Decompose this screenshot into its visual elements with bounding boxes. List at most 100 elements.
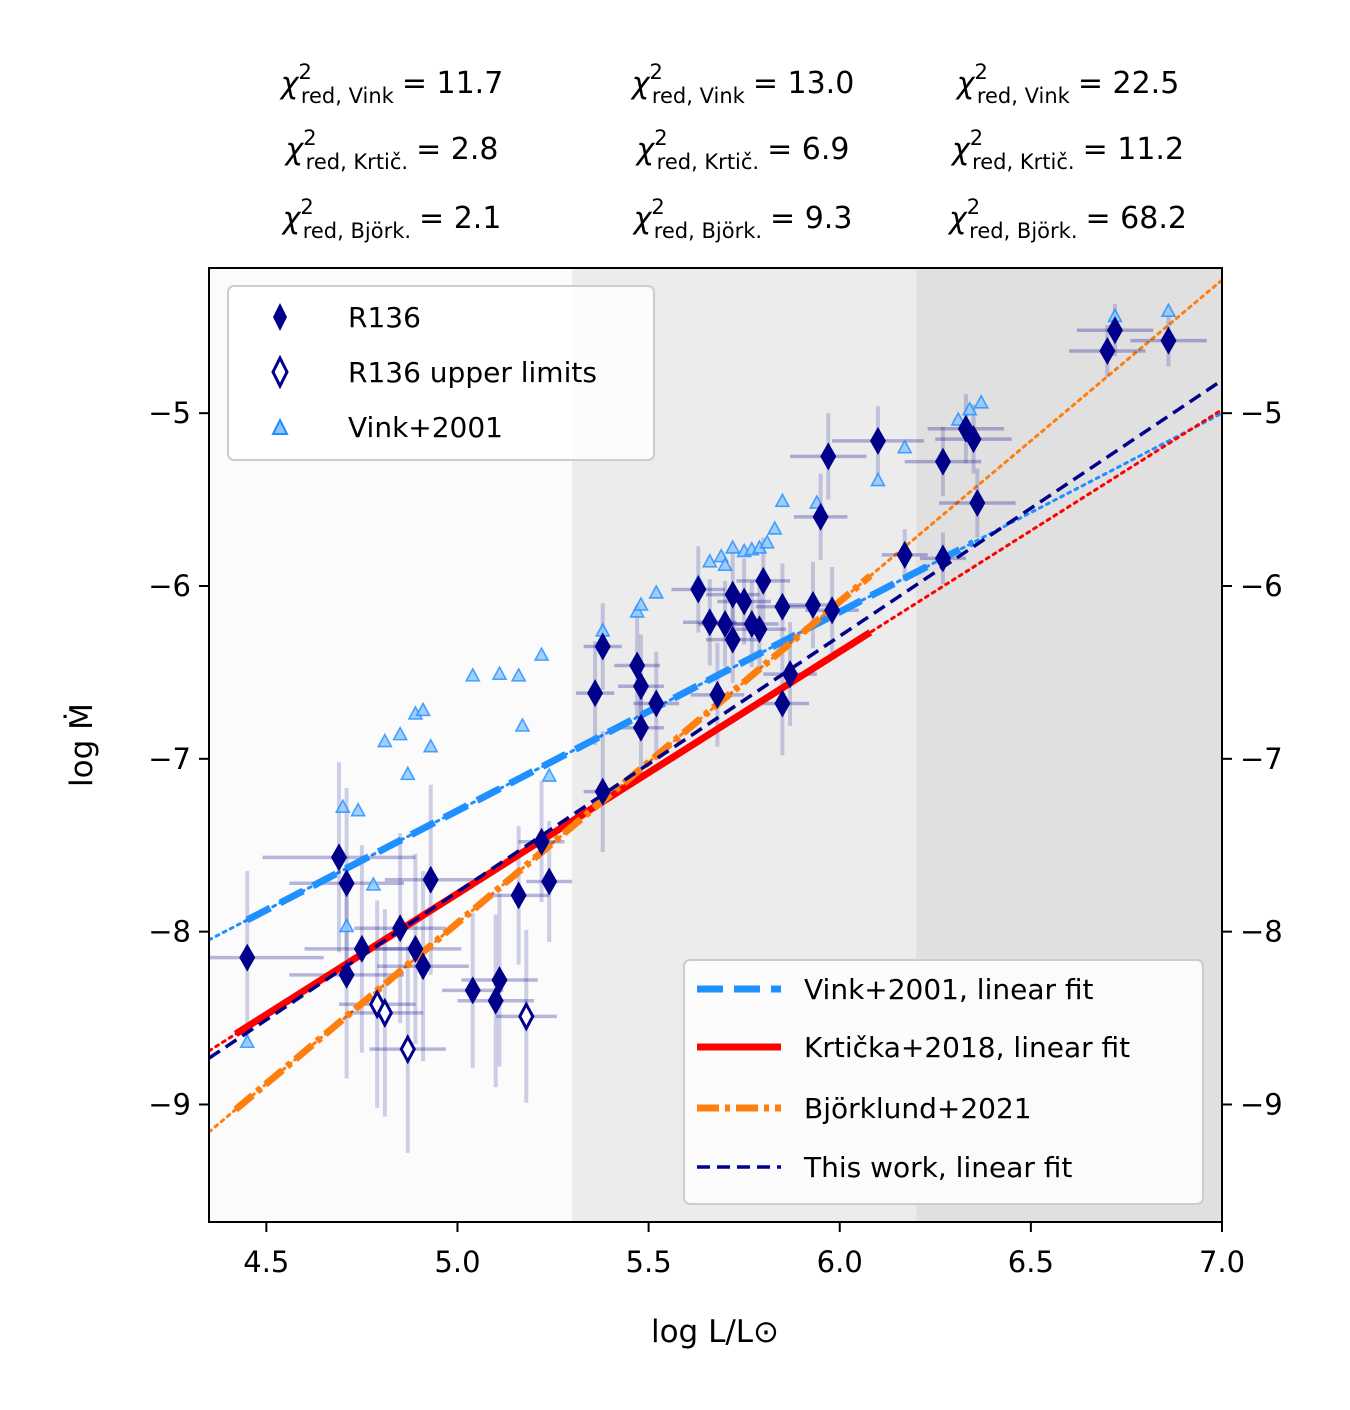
chi-square-2-2: χ2 red, Björk. = 68.2: [947, 195, 1187, 243]
r136-point-10: [487, 986, 504, 1015]
r136-point-23: [701, 608, 718, 637]
vink-point-7: [399, 765, 416, 781]
vink-point-12: [491, 665, 508, 680]
r136-point-37: [820, 442, 837, 471]
r136-point-3: [338, 960, 355, 989]
vink-point-6: [392, 725, 408, 741]
vink-point-2: [338, 917, 355, 933]
r136-point-31: [755, 566, 772, 595]
r136-point-0: [239, 943, 256, 972]
r136-point-41: [934, 447, 951, 476]
r136-point-38: [824, 596, 841, 625]
vink-point-30: [766, 520, 783, 535]
vink-series: [239, 302, 1177, 1049]
fit-line-2: [233, 573, 873, 1113]
r136-point-30: [751, 615, 768, 644]
r136-upper-limit-point-2: [399, 1034, 416, 1065]
chi-square-2-0: χ2 red, Vink = 22.5: [955, 60, 1180, 108]
r136-point-47: [1106, 316, 1123, 345]
r136-point-25: [717, 610, 734, 639]
r136-point-48: [1160, 326, 1177, 355]
vink-point-19: [633, 596, 649, 611]
r136-point-24: [709, 680, 726, 709]
r136-point-1: [330, 843, 347, 872]
r136-point-19: [632, 672, 649, 701]
vink-point-10: [422, 738, 439, 753]
vink-point-25: [724, 539, 741, 554]
fit-extrapolation-2: [209, 278, 1222, 1134]
vink-point-33: [870, 471, 886, 487]
vink-point-3: [350, 801, 366, 817]
r136-point-11: [491, 966, 508, 995]
legend-label-bjorklund: Björklund+2021: [804, 1092, 1032, 1125]
r136-point-28: [736, 587, 753, 616]
vink-point-13: [510, 667, 527, 682]
legend-triangle-icon: [271, 417, 289, 435]
x-tick-label-0: 4.5: [243, 1245, 289, 1279]
r136-point-33: [774, 689, 791, 718]
legend-filled-diamond-icon: [273, 303, 287, 331]
legend-fits: Vink+2001, linear fit Krtička+2018, line…: [683, 959, 1204, 1205]
y-tick-label-right-0: −5: [1240, 396, 1283, 430]
legend-label-vink2001: Vink+2001: [348, 411, 503, 444]
chi-square-statistics: χ2 red, Vink = 11.7 χ2 red, Krtič. = 2.8 χ2 red…: [279, 60, 1187, 243]
legend-label-vink-fit: Vink+2001, linear fit: [804, 973, 1094, 1006]
r136-point-32: [774, 592, 791, 621]
chi-square-1-2: χ2 red, Björk. = 9.3: [632, 195, 853, 243]
chi-square-0-0: χ2 red, Vink = 11.7: [279, 60, 504, 108]
vink-point-4: [365, 876, 382, 891]
r136-point-22: [690, 575, 707, 604]
r136-point-44: [965, 425, 982, 454]
r136-point-9: [464, 976, 481, 1005]
vink-point-29: [759, 534, 775, 549]
chi-square-1-1: χ2 red, Krtič. = 6.9: [635, 126, 850, 174]
y-tick-label-left-4: −9: [148, 1087, 191, 1121]
vink-point-1: [334, 798, 351, 814]
vink-point-36: [961, 401, 978, 416]
r136-point-6: [407, 934, 424, 963]
legend-label-r136: R136: [348, 301, 421, 334]
vink-point-11: [464, 667, 481, 682]
fit-line-0: [245, 539, 976, 924]
y-tick-label-right-1: −6: [1240, 569, 1283, 603]
r136-point-12: [510, 881, 527, 910]
fit-line-1: [233, 629, 873, 1037]
chi-square-1-0: χ2 red, Vink = 13.0: [630, 60, 855, 108]
x-tick-label-2: 5.5: [626, 1245, 672, 1279]
r136-point-46: [1099, 336, 1116, 365]
vink-point-15: [533, 646, 550, 661]
chi-square-2-1: χ2 red, Krtič. = 11.2: [950, 126, 1184, 174]
x-tick-label-4: 6.5: [1008, 1245, 1054, 1279]
legend-label-krticka-fit: Krtička+2018, linear fit: [804, 1031, 1130, 1064]
x-tick-label-5: 7.0: [1199, 1245, 1245, 1279]
vink-point-31: [774, 492, 791, 508]
vink-point-34: [896, 439, 913, 454]
r136-upper-limit-point-0: [368, 989, 386, 1020]
vink-point-0: [239, 1033, 256, 1049]
y-tick-label-left-0: −5: [148, 396, 191, 430]
fit-lines: [209, 378, 1222, 1113]
vink-point-37: [973, 394, 990, 409]
vink-point-39: [1160, 302, 1177, 318]
fit-line-3: [209, 378, 1222, 1060]
vink-point-16: [541, 767, 558, 782]
vink-point-9: [415, 701, 431, 717]
r136-upper-limit-point-3: [518, 1001, 535, 1032]
y-tick-label-right-2: −7: [1240, 742, 1283, 776]
r136-upper-limit-point-1: [376, 997, 394, 1029]
vink-point-22: [701, 553, 718, 568]
vink-point-14: [514, 717, 531, 732]
r136-point-4: [353, 934, 370, 963]
legend-markers: R136 R136 upper limits Vink+2001: [227, 285, 655, 461]
plot-frame: [208, 267, 1223, 1223]
legend-label-r136-upper-limits: R136 upper limits: [348, 356, 597, 389]
y-tick-label-left-2: −7: [148, 742, 191, 776]
x-axis-label: log L/L⊙: [651, 1314, 779, 1350]
r136-point-36: [812, 502, 829, 531]
r136-point-14: [541, 867, 558, 896]
r136-point-45: [969, 489, 986, 518]
r136-point-5: [392, 914, 409, 943]
y-tick-label-right-4: −9: [1240, 1087, 1283, 1121]
r136-point-40: [896, 540, 913, 569]
legend-markers-frame: [227, 285, 655, 461]
